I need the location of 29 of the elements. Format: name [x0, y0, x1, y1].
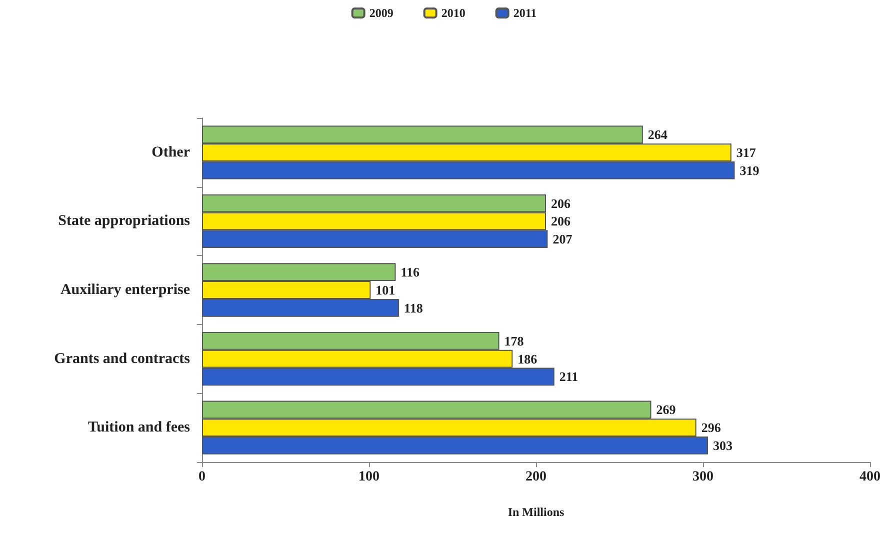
data-label: 206: [551, 214, 572, 229]
data-label: 269: [656, 402, 676, 418]
data-label: 178: [504, 333, 524, 348]
y-tick-label: Grants and contracts: [54, 350, 190, 367]
x-tick-label: 300: [692, 470, 714, 484]
x-tick-label: 0: [198, 470, 206, 484]
data-label: 296: [701, 420, 722, 436]
legend-label: 2009: [369, 6, 394, 20]
legend-label: 2011: [513, 6, 537, 20]
data-label: 116: [400, 264, 420, 280]
data-label: 207: [552, 232, 573, 247]
y-tick-label: Tuition and fees: [88, 420, 190, 436]
y-tick-label: Auxiliary enterprise: [60, 282, 190, 298]
data-label: 186: [518, 351, 538, 366]
data-label: 211: [559, 369, 578, 384]
y-tick-label: Other: [152, 144, 190, 160]
x-tick-label: 200: [526, 470, 546, 484]
data-label: 317: [736, 144, 756, 160]
data-label: 118: [404, 300, 424, 316]
data-label: 101: [376, 282, 396, 298]
legend-label: 2010: [441, 6, 466, 20]
data-label: 264: [648, 127, 668, 142]
y-tick-label: State appropriations: [58, 213, 190, 230]
x-axis-title: In Millions: [508, 505, 564, 519]
data-label: 303: [713, 438, 734, 453]
x-tick-label: 400: [860, 470, 880, 484]
data-label: 319: [740, 162, 760, 178]
data-label: 206: [551, 196, 572, 211]
x-tick-label: 100: [358, 470, 380, 484]
